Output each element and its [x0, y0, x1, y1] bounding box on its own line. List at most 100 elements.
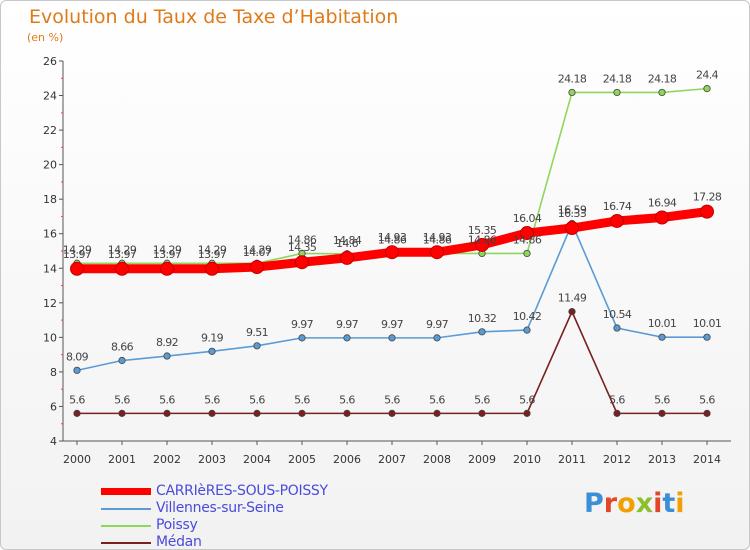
data-label: 16.74 — [603, 200, 632, 213]
x-tick-label: 2002 — [153, 453, 181, 466]
data-label: 24.4 — [696, 69, 719, 82]
data-point-carrieres — [520, 226, 534, 241]
x-tick-label: 2012 — [603, 453, 631, 466]
data-label: 5.6 — [699, 393, 715, 406]
x-tick-label: 2004 — [243, 453, 271, 466]
x-tick-label: 2006 — [333, 453, 361, 466]
y-tick-label: 16 — [43, 228, 57, 241]
data-label: 14.29 — [153, 243, 182, 256]
data-label: 8.09 — [66, 350, 89, 363]
data-point-3 — [73, 409, 81, 417]
logo-letter: i — [653, 488, 663, 519]
data-label: 14.86 — [468, 233, 497, 246]
data-label: 24.18 — [603, 72, 632, 85]
x-tick-label: 2009 — [468, 453, 496, 466]
legend-swatch-poissy — [101, 525, 151, 527]
data-label: 5.6 — [114, 393, 130, 406]
y-tick-label: 12 — [43, 297, 57, 310]
data-label: 14.84 — [333, 234, 362, 247]
data-point-carrieres — [70, 261, 84, 276]
data-point-carrieres — [475, 237, 489, 252]
data-point-carrieres — [565, 221, 579, 236]
data-label: 16.33 — [558, 207, 587, 220]
data-point-2 — [613, 88, 621, 97]
data-point-3 — [118, 409, 126, 417]
data-point-1 — [163, 352, 171, 360]
data-label: 14.35 — [288, 241, 317, 254]
data-label: 10.01 — [693, 317, 722, 330]
logo-letter: o — [617, 488, 636, 519]
data-label: 10.32 — [468, 312, 497, 325]
data-point-1 — [703, 333, 711, 341]
data-label: 13.97 — [198, 248, 227, 261]
data-point-1 — [613, 324, 621, 332]
data-label: 17.28 — [693, 191, 722, 204]
data-label: 14.86 — [423, 233, 452, 246]
data-label: 9.19 — [201, 331, 224, 344]
data-label: 14.07 — [243, 246, 272, 259]
data-label: 14.93 — [423, 231, 452, 244]
data-label: 9.97 — [426, 318, 449, 331]
x-tick-label: 2001 — [108, 453, 136, 466]
data-point-3 — [703, 409, 711, 417]
legend-label-villennes: Villennes-sur-Seine — [156, 500, 284, 516]
data-point-3 — [253, 409, 261, 417]
y-tick-label: 10 — [43, 331, 57, 344]
data-point-3 — [568, 308, 576, 316]
proxiti-logo: Proxiti — [584, 488, 685, 519]
data-point-2 — [658, 88, 666, 97]
data-label: 5.6 — [339, 393, 355, 406]
data-label: 24.18 — [558, 72, 587, 85]
data-label: 14.86 — [513, 233, 542, 246]
legend-swatch-carrieres — [101, 488, 151, 495]
data-point-3 — [478, 409, 486, 417]
legend-swatch-medan — [101, 542, 151, 544]
x-tick-label: 2008 — [423, 453, 451, 466]
data-point-3 — [298, 409, 306, 417]
data-point-carrieres — [115, 261, 129, 276]
data-point-3 — [388, 409, 396, 417]
x-tick-label: 2014 — [693, 453, 721, 466]
data-label: 11.49 — [558, 292, 587, 305]
data-label: 8.92 — [156, 336, 178, 349]
data-label: 14.29 — [198, 243, 227, 256]
data-point-2 — [568, 88, 576, 97]
legend-label-poissy: Poissy — [156, 517, 198, 533]
data-point-1 — [298, 334, 306, 342]
data-label: 10.42 — [513, 310, 542, 323]
y-tick-label: 18 — [43, 193, 57, 206]
data-label: 10.54 — [603, 308, 632, 321]
x-tick-label: 2013 — [648, 453, 676, 466]
data-label: 5.6 — [654, 393, 670, 406]
data-point-3 — [343, 409, 351, 417]
data-label: 16.59 — [558, 204, 587, 217]
x-tick-label: 2005 — [288, 453, 316, 466]
data-label: 14.29 — [63, 243, 92, 256]
data-label: 5.6 — [69, 393, 85, 406]
logo-letter: x — [635, 488, 654, 519]
data-label: 14.29 — [108, 243, 137, 256]
data-point-carrieres — [205, 261, 219, 276]
chart-subtitle: (en %) — [27, 31, 64, 44]
y-tick-label: 24 — [43, 90, 57, 103]
data-point-3 — [433, 409, 441, 417]
data-label: 14.86 — [378, 233, 407, 246]
data-point-1 — [433, 334, 441, 342]
data-label: 5.6 — [429, 393, 445, 406]
data-label: 8.66 — [111, 341, 134, 354]
data-point-carrieres — [655, 210, 669, 225]
data-point-1 — [658, 333, 666, 341]
data-label: 9.51 — [246, 326, 268, 339]
data-label: 9.97 — [291, 318, 314, 331]
data-point-2 — [703, 85, 711, 93]
data-label: 14.93 — [378, 231, 407, 244]
data-point-1 — [73, 366, 81, 374]
data-point-carrieres — [700, 204, 714, 219]
data-point-carrieres — [430, 245, 444, 260]
data-label: 5.6 — [519, 393, 535, 406]
x-tick-label: 2007 — [378, 453, 406, 466]
data-label: 5.6 — [159, 393, 175, 406]
data-point-1 — [208, 347, 216, 355]
